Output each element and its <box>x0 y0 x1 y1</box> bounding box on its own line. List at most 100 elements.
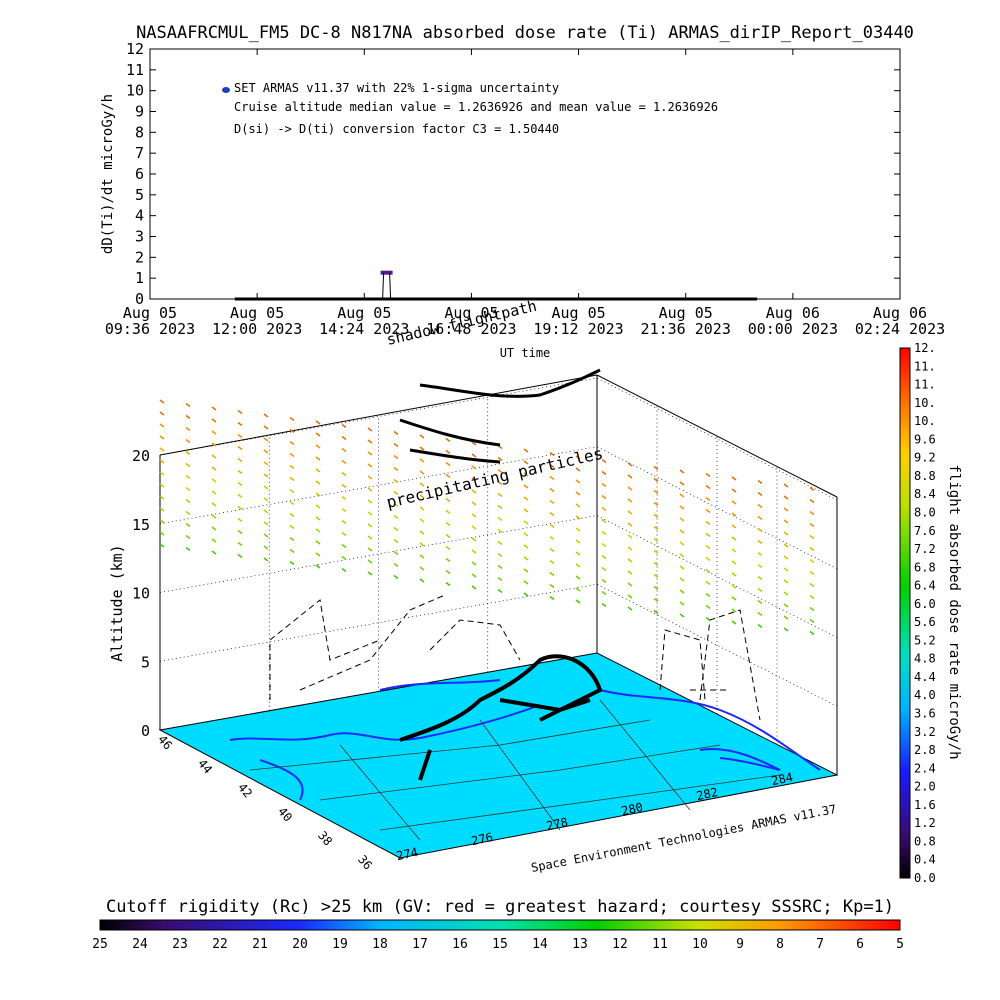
particle-mark <box>601 482 607 488</box>
x-tick-day: Aug 06 <box>873 304 927 322</box>
particle-mark <box>757 575 763 581</box>
particle-mark <box>159 399 165 404</box>
particle-mark <box>419 518 425 523</box>
particle-mark <box>211 490 217 495</box>
x-tick-time: 19:12 2023 <box>533 320 623 338</box>
particle-mark <box>705 604 711 610</box>
particle-mark <box>211 550 217 555</box>
particle-mark <box>367 559 373 564</box>
y-tick-label: 4 <box>135 207 144 225</box>
particle-mark <box>731 560 737 565</box>
particle-mark <box>445 461 451 467</box>
y-tick-label: 6 <box>135 165 144 183</box>
particle-mark <box>237 409 243 415</box>
particle-mark <box>679 505 685 510</box>
particle-mark <box>237 481 243 487</box>
particle-mark <box>185 510 191 516</box>
cutoff-rigidity-tick-label: 10 <box>692 937 708 952</box>
particle-mark <box>601 578 607 584</box>
particle-mark <box>237 469 243 475</box>
particle-mark <box>445 557 451 563</box>
particle-mark <box>471 441 477 446</box>
particle-mark <box>757 551 763 557</box>
particle-mark <box>575 527 581 532</box>
particle-mark <box>393 442 399 448</box>
particle-mark <box>419 542 425 547</box>
dose-colorbar-tick-label: 2.4 <box>914 761 936 775</box>
particle-mark <box>601 470 607 476</box>
cutoff-rigidity-tick-label: 17 <box>412 937 428 952</box>
altitude-tick-label: 0 <box>141 722 150 740</box>
particle-mark <box>497 456 503 462</box>
particle-mark <box>757 587 763 593</box>
state-borders <box>249 699 781 841</box>
particle-mark <box>601 554 607 560</box>
particle-mark <box>731 488 737 493</box>
particle-mark <box>679 541 685 546</box>
particle-mark <box>627 522 633 527</box>
particle-mark <box>471 549 477 554</box>
particle-mark <box>783 519 789 524</box>
particle-mark <box>471 465 477 470</box>
particle-mark <box>341 519 347 525</box>
particle-mark <box>211 526 217 531</box>
particle-mark <box>315 552 321 557</box>
particle-mark <box>367 511 373 516</box>
particle-mark <box>549 475 555 481</box>
particle-mark <box>341 447 347 453</box>
particle-mark <box>731 476 737 481</box>
particle-mark <box>627 474 633 479</box>
particle-mark <box>393 574 399 580</box>
particle-mark <box>237 445 243 451</box>
particle-mark <box>627 498 633 503</box>
flight-altitude-traces <box>269 594 761 721</box>
particle-mark <box>393 478 399 484</box>
particle-mark <box>497 504 503 510</box>
particle-mark <box>211 466 217 471</box>
particle-mark <box>419 578 425 583</box>
longitude-tick-label: 280 <box>620 800 644 818</box>
particle-mark <box>445 533 451 539</box>
particle-mark <box>809 630 815 636</box>
cutoff-rigidity-tick-label: 20 <box>292 937 308 952</box>
particle-mark <box>809 510 815 516</box>
particle-mark <box>419 566 425 571</box>
dose-colorbar-tick-label: 10. <box>914 396 936 410</box>
particle-mark <box>523 496 529 501</box>
particle-mark <box>783 603 789 608</box>
uncertainty-bar <box>382 272 392 300</box>
particle-mark <box>549 487 555 493</box>
particle-mark <box>471 477 477 482</box>
particle-mark <box>731 584 737 589</box>
particle-mark <box>341 531 347 537</box>
particle-mark <box>575 491 581 496</box>
particle-mark <box>445 521 451 527</box>
particle-mark <box>601 494 607 500</box>
x-tick-day: Aug 05 <box>659 304 713 322</box>
particle-mark <box>731 536 737 541</box>
particle-mark <box>211 514 217 519</box>
longitude-ticks: 274 276 278 280 282 284 <box>395 770 794 863</box>
particle-mark <box>523 556 529 561</box>
x-tick-day: Aug 05 <box>337 304 391 322</box>
cutoff-rigidity-tick-label: 5 <box>896 937 904 952</box>
particle-mark <box>679 553 685 558</box>
annotation-median: Cruise altitude median value = 1.2636926… <box>234 100 718 114</box>
particle-mark <box>367 535 373 540</box>
dose-colorbar-tick-label: 2.8 <box>914 743 936 757</box>
shadow-flightpath-marks <box>399 368 601 464</box>
altitude-tick-label: 5 <box>141 653 150 671</box>
x-tick-day: Aug 05 <box>123 304 177 322</box>
particle-mark <box>783 531 789 536</box>
data-point <box>380 270 393 275</box>
particle-mark <box>471 525 477 530</box>
particle-mark <box>653 609 659 615</box>
particle-mark <box>705 508 711 514</box>
particle-mark <box>159 543 165 548</box>
particle-mark <box>393 526 399 532</box>
particle-mark <box>419 482 425 487</box>
particle-mark <box>237 505 243 511</box>
altitude-tick-label: 10 <box>132 585 150 603</box>
